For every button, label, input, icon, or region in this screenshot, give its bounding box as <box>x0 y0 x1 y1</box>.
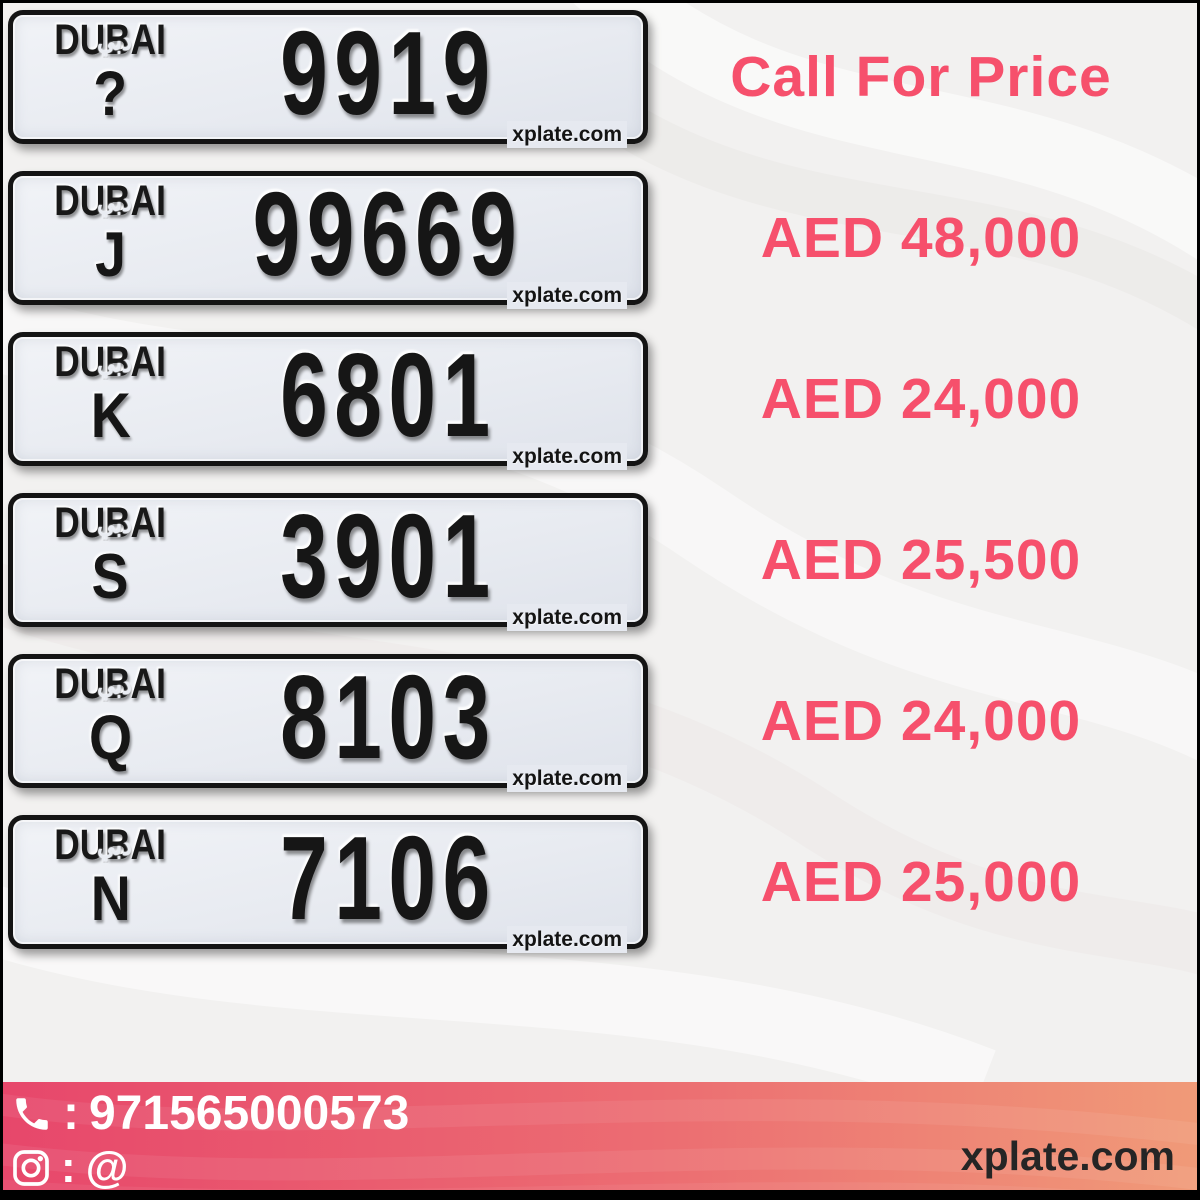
phone-separator: : <box>63 1087 79 1140</box>
plate-watermark: xplate.com <box>507 925 627 953</box>
plate-code-letter: S <box>92 542 129 612</box>
footer: : 971565000573 : @ xplate.com <box>3 1082 1197 1197</box>
instagram-handle: @ <box>85 1143 129 1192</box>
instagram-separator: : <box>61 1143 76 1192</box>
instagram-icon <box>11 1148 51 1188</box>
plate-watermark: xplate.com <box>507 603 627 631</box>
plate-row: DUBAI دبي N 7106 xplate.com AED 25,000 <box>6 811 1194 953</box>
plate-price: AED 25,000 <box>760 850 1082 914</box>
phone-icon <box>11 1093 53 1135</box>
dubai-logo-latin: DUBAI <box>54 660 167 708</box>
plate-number: 6801 <box>279 328 497 462</box>
dubai-logo: DUBAI دبي <box>55 663 167 706</box>
plate-price: AED 25,500 <box>760 528 1082 592</box>
plate-number: 7106 <box>279 811 497 945</box>
license-plate: DUBAI دبي Q 8103 xplate.com <box>8 650 648 792</box>
dubai-logo: DUBAI دبي <box>55 341 167 384</box>
plate-code-letter: ? <box>93 59 128 129</box>
phone-row: : 971565000573 <box>11 1086 409 1141</box>
plate-price: AED 24,000 <box>760 367 1082 431</box>
dubai-logo-latin: DUBAI <box>54 338 167 386</box>
plate-number: 3901 <box>279 489 497 623</box>
dubai-logo-latin: DUBAI <box>54 177 167 225</box>
plate-code-letter: N <box>90 864 131 934</box>
plate-row: DUBAI دبي S 3901 xplate.com AED 25,500 <box>6 489 1194 631</box>
plate-number: 99669 <box>252 167 524 301</box>
plate-number: 8103 <box>279 650 497 784</box>
plate-row: DUBAI دبي ? 9919 xplate.com Call For Pri… <box>6 6 1194 148</box>
plate-watermark: xplate.com <box>507 442 627 470</box>
instagram-row: : @ <box>11 1143 409 1192</box>
plate-code-letter: Q <box>88 703 133 773</box>
dubai-logo: DUBAI دبي <box>55 502 167 545</box>
license-plate: DUBAI دبي S 3901 xplate.com <box>8 489 648 631</box>
dubai-logo-latin: DUBAI <box>54 16 167 64</box>
plate-left-block: DUBAI دبي S <box>33 502 188 612</box>
plate-row: DUBAI دبي Q 8103 xplate.com AED 24,000 <box>6 650 1194 792</box>
license-plate: DUBAI دبي N 7106 xplate.com <box>8 811 648 953</box>
plate-price-list: DUBAI دبي ? 9919 xplate.com Call For Pri… <box>6 6 1194 953</box>
license-plate: DUBAI دبي J 99669 xplate.com <box>8 167 648 309</box>
phone-number: 971565000573 <box>88 1087 410 1140</box>
plate-watermark: xplate.com <box>507 281 627 309</box>
dubai-logo: DUBAI دبي <box>55 19 167 62</box>
license-plate: DUBAI دبي ? 9919 xplate.com <box>8 6 648 148</box>
plate-price: Call For Price <box>730 45 1112 109</box>
plate-price: AED 48,000 <box>760 206 1082 270</box>
footer-brand: xplate.com <box>960 1133 1175 1179</box>
plate-row: DUBAI دبي K 6801 xplate.com AED 24,000 <box>6 328 1194 470</box>
plate-left-block: DUBAI دبي J <box>33 180 188 290</box>
plate-number: 9919 <box>279 6 497 140</box>
plate-row: DUBAI دبي J 99669 xplate.com AED 48,000 <box>6 167 1194 309</box>
dubai-logo-latin: DUBAI <box>54 499 167 547</box>
license-plate: DUBAI دبي K 6801 xplate.com <box>8 328 648 470</box>
plate-watermark: xplate.com <box>507 764 627 792</box>
plate-code-letter: J <box>95 220 126 290</box>
dubai-logo-latin: DUBAI <box>54 821 167 869</box>
plate-price: AED 24,000 <box>760 689 1082 753</box>
plate-left-block: DUBAI دبي N <box>33 824 188 934</box>
plate-left-block: DUBAI دبي K <box>33 341 188 451</box>
plate-left-block: DUBAI دبي Q <box>33 663 188 773</box>
dubai-logo: DUBAI دبي <box>55 824 167 867</box>
dubai-logo: DUBAI دبي <box>55 180 167 223</box>
contact-block: : 971565000573 : @ <box>11 1086 409 1192</box>
plate-watermark: xplate.com <box>507 120 627 148</box>
plate-left-block: DUBAI دبي ? <box>33 19 188 129</box>
plate-code-letter: K <box>90 381 131 451</box>
